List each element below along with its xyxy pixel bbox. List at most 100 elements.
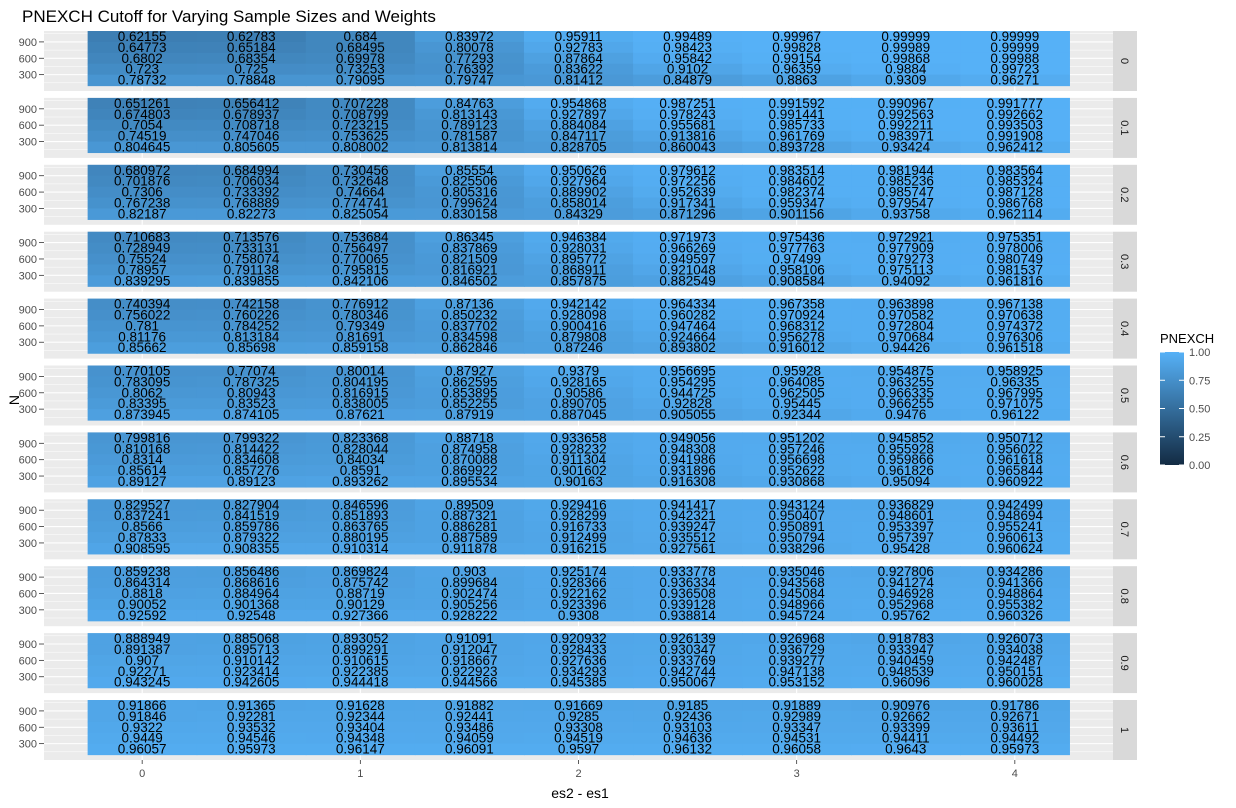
heatmap-cell	[196, 342, 307, 354]
heatmap-cell	[305, 644, 416, 656]
heatmap-cell	[305, 566, 416, 578]
heatmap-cell	[87, 577, 198, 589]
cell-value-label: 0.983971	[878, 129, 934, 144]
cell-value-label: 0.91669	[554, 698, 603, 713]
cell-value-label: 0.908355	[223, 541, 279, 556]
heatmap-cell	[414, 97, 525, 110]
cell-value-label: 0.810168	[114, 441, 170, 456]
heatmap-cell	[523, 454, 634, 466]
heatmap-cell	[851, 342, 961, 354]
heatmap-cell	[851, 275, 961, 287]
heatmap-cell	[87, 342, 198, 354]
heatmap-cell	[742, 676, 852, 689]
cell-value-label: 0.90976	[881, 698, 930, 713]
heatmap-cell	[523, 743, 634, 756]
cell-value-label: 0.86345	[445, 230, 494, 245]
cell-value-label: 0.9884	[885, 62, 927, 77]
heatmap-cell	[960, 443, 1070, 455]
heatmap-cell	[414, 365, 525, 378]
cell-value-label: 0.88718	[445, 430, 494, 445]
cell-value-label: 0.89509	[445, 497, 494, 512]
heatmap-cell	[742, 365, 852, 378]
cell-value-label: 0.79095	[336, 73, 385, 88]
cell-value-label: 0.922162	[550, 586, 606, 601]
facet-strip	[1113, 700, 1137, 760]
y-tick-label: 900	[19, 305, 37, 317]
cell-value-label: 0.929416	[550, 497, 606, 512]
cell-value-label: 0.869824	[332, 564, 389, 579]
cell-value-label: 0.9643	[885, 742, 926, 757]
cell-value-label: 0.926968	[769, 631, 825, 646]
cell-value-label: 0.972804	[878, 318, 935, 333]
heatmap-cell	[960, 454, 1070, 466]
cell-value-label: 0.936729	[769, 642, 825, 657]
y-tick-label: 600	[19, 588, 37, 600]
cell-value-label: 0.68354	[227, 51, 276, 66]
heatmap-cell	[851, 633, 961, 645]
heatmap-cell	[960, 609, 1070, 622]
y-tick-label: 600	[19, 254, 37, 266]
cell-value-label: 0.966269	[659, 241, 715, 256]
heatmap-cell	[523, 398, 634, 410]
heatmap-cell	[414, 644, 525, 656]
facet-panel: 0.62155 0.62783 0.684 0.83972 0.95911 0.99489…	[19, 29, 1137, 91]
cell-value-label: 0.920932	[550, 631, 606, 646]
facet-strip-label: 0.4	[1118, 321, 1130, 336]
heatmap-cell	[414, 542, 525, 555]
cell-value-label: 0.846502	[441, 273, 497, 288]
cell-value-label: 0.928222	[441, 608, 497, 623]
facet-panel: 0.829527 0.827904 0.846596 0.89509 0.929416 0…	[19, 497, 1137, 560]
y-tick-label: 300	[19, 538, 37, 550]
cell-value-label: 0.956698	[769, 452, 825, 467]
heatmap-cell	[305, 164, 416, 177]
cell-value-label: 0.92436	[663, 709, 712, 724]
facet-strip	[1113, 164, 1137, 225]
cell-value-label: 0.99988	[990, 51, 1039, 66]
cell-value-label: 0.990967	[878, 96, 934, 111]
cell-value-label: 0.89123	[227, 474, 276, 489]
heatmap-cell	[523, 665, 634, 678]
cell-value-label: 0.948601	[878, 508, 934, 523]
cell-value-label: 0.756022	[114, 307, 170, 322]
cell-value-label: 0.933778	[659, 564, 715, 579]
cell-value-label: 0.942487	[987, 653, 1043, 668]
heatmap-cell	[414, 398, 525, 410]
heatmap-cell	[523, 119, 634, 132]
heatmap-cell	[633, 654, 743, 667]
cell-value-label: 0.774741	[332, 195, 388, 210]
heatmap-cell	[196, 510, 307, 522]
facet-strip-label: 0.6	[1118, 455, 1130, 470]
cell-value-label: 0.895534	[441, 474, 498, 489]
y-tick-label: 300	[19, 471, 37, 483]
cell-value-label: 0.733131	[223, 241, 279, 256]
cell-value-label: 0.992211	[878, 118, 933, 133]
cell-value-label: 0.933947	[878, 642, 934, 657]
heatmap-cell	[742, 242, 852, 255]
heatmap-cell	[960, 499, 1070, 511]
heatmap-cell	[960, 208, 1070, 220]
cell-value-label: 0.93758	[881, 206, 930, 221]
heatmap-cell	[196, 665, 307, 678]
cell-value-label: 0.834608	[223, 452, 279, 467]
cell-value-label: 0.6802	[122, 51, 163, 66]
heatmap-cell	[305, 577, 416, 589]
heatmap-cell	[633, 443, 743, 455]
cell-value-label: 0.730456	[332, 163, 388, 178]
heatmap-cell	[196, 298, 307, 311]
cell-value-label: 0.91846	[118, 709, 167, 724]
cell-value-label: 0.873945	[114, 407, 170, 422]
cell-value-label: 0.92592	[118, 608, 167, 623]
heatmap-cell	[633, 264, 743, 276]
cell-value-label: 0.933769	[659, 653, 715, 668]
cell-value-label: 0.970638	[987, 307, 1043, 322]
heatmap-cell	[523, 532, 634, 544]
cell-value-label: 0.935046	[769, 564, 825, 579]
cell-value-label: 0.945852	[878, 430, 934, 445]
cell-value-label: 0.88719	[336, 586, 385, 601]
facet-strip-label: 0.5	[1118, 388, 1130, 403]
heatmap-cell	[960, 264, 1070, 276]
cell-value-label: 0.857875	[550, 273, 606, 288]
cell-value-label: 0.78732	[118, 73, 167, 88]
facet-strip-label: 0.9	[1118, 655, 1130, 670]
heatmap-cell	[305, 743, 416, 756]
